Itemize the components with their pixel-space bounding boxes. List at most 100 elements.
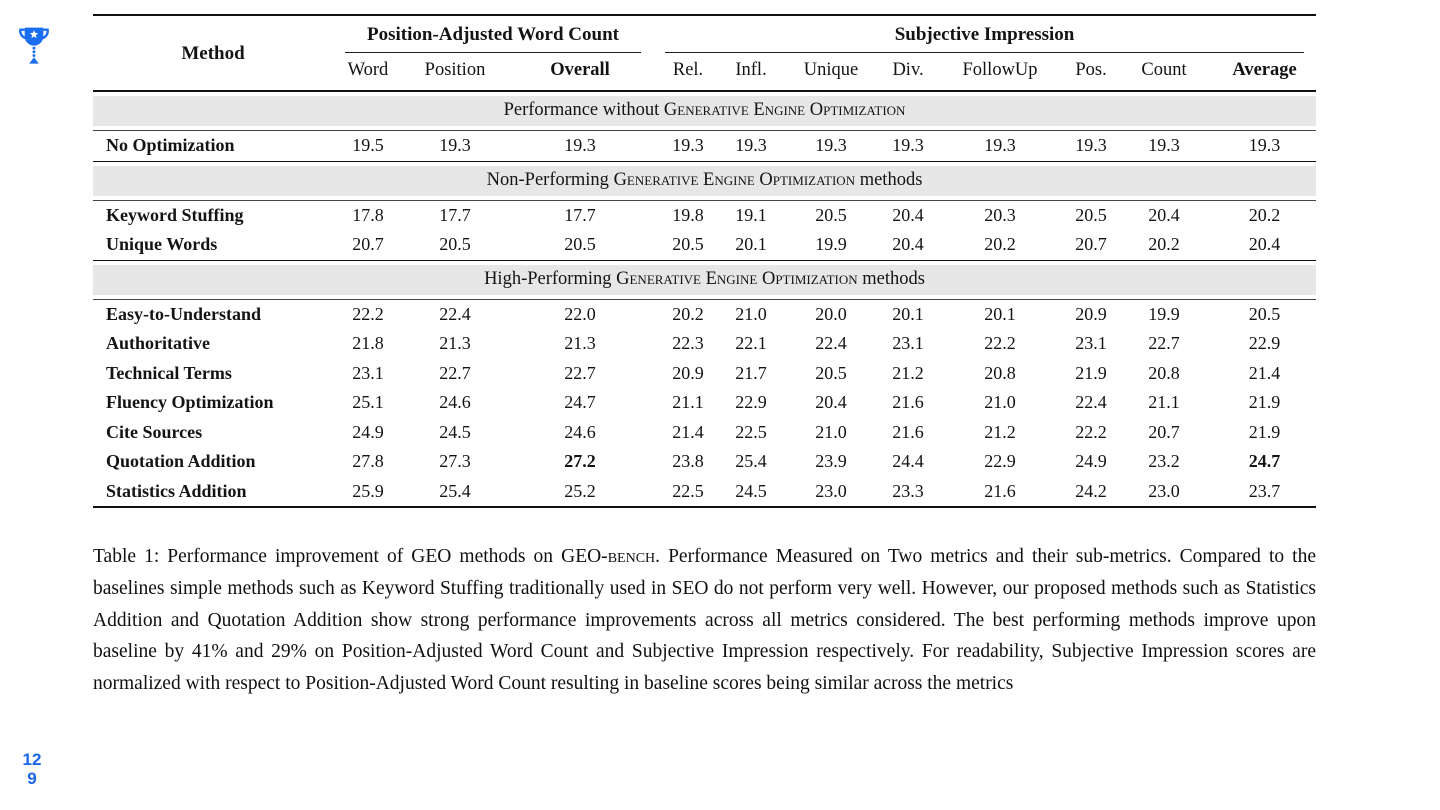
value-cell: 21.2: [984, 421, 1016, 442]
value-cell: 25.9: [352, 480, 384, 501]
method-cell: Authoritative: [106, 333, 210, 353]
group-header-0: Position-Adjusted Word Count: [333, 15, 653, 53]
value-cell: 20.7: [1148, 421, 1180, 442]
caption-smallcaps-bench: bench: [607, 546, 656, 567]
col-header-method: Method: [93, 15, 333, 92]
table-body: Performance without Generative Engine Op…: [93, 91, 1317, 508]
value-cell: 19.3: [1115, 130, 1214, 162]
value-cell: 25.4: [735, 451, 767, 471]
value-cell: 24.6: [564, 421, 596, 442]
value-cell: 22.7: [439, 362, 471, 383]
method-cell: Fluency Optimization: [106, 392, 274, 412]
value-cell: 23.7: [1248, 480, 1281, 501]
table-row: Technical Terms 23.1 22.7 22.7 20.9 21.7 20.5 2…: [93, 359, 1316, 389]
value-cell: 20.7: [1067, 230, 1116, 261]
value-cell: 25.2: [564, 480, 596, 501]
section-band-label: Non-Performing Generative Engine Optimiz…: [93, 165, 1317, 196]
method-cell: Unique Words: [93, 230, 333, 261]
value-cell: 21.2: [892, 362, 924, 383]
value-cell: 23.9: [815, 451, 847, 471]
value-cell: 27.3: [439, 451, 471, 471]
table-row: Authoritative 21.8 21.3 21.3 22.3 22.1 22.4 23.…: [93, 329, 1316, 359]
value-cell: 20.3: [984, 204, 1016, 225]
method-cell: Technical Terms: [106, 362, 232, 383]
value-cell: 20.4: [815, 392, 847, 412]
value-cell: 27.2: [564, 451, 596, 471]
table-row: No Optimization 19.5 19.3 19.3 19.3 19.3 19.3 1…: [93, 130, 1317, 162]
value-cell: 21.0: [984, 392, 1016, 412]
value-cell: 24.5: [439, 421, 471, 442]
value-cell: 22.1: [735, 333, 767, 353]
value-cell: 20.0: [815, 303, 847, 324]
value-cell: 23.0: [1148, 480, 1180, 501]
value-cell: 20.5: [815, 362, 847, 383]
value-cell: 24.7: [1248, 451, 1281, 471]
table-caption: Table 1: Performance improvement of GEO …: [93, 541, 1316, 700]
table-row: Statistics Addition 25.9 25.4 25.2 22.5 24.5 2…: [93, 477, 1316, 508]
table-row: Quotation Addition 27.8 27.3 27.2 23.8 25.4 23…: [93, 447, 1316, 477]
value-cell: 21.9: [1248, 421, 1281, 442]
band-text-prefix: Non-Performing: [486, 169, 614, 190]
value-cell: 19.3: [779, 130, 884, 162]
col-header-followup: FollowUp: [933, 53, 1068, 92]
value-cell: 24.2: [1075, 480, 1107, 501]
group-header-1: Subjective Impression: [653, 15, 1316, 53]
caption-text-prefix: Table 1: Performance improvement of GEO …: [93, 546, 608, 567]
value-cell: 19.9: [779, 230, 884, 261]
table-row: Unique Words 20.7 20.5 20.5 20.5 20.1 19.9 20.4…: [93, 230, 1317, 261]
value-cell: 21.1: [672, 392, 704, 412]
value-cell: 19.5: [333, 130, 403, 162]
value-cell: 21.6: [984, 480, 1016, 501]
value-cell: 23.1: [1075, 333, 1107, 353]
table-row: Keyword Stuffing 17.8 17.7 17.7 19.8 19.1 20.5…: [93, 200, 1316, 230]
value-cell: 23.8: [672, 451, 704, 471]
value-cell: 24.6: [439, 392, 471, 412]
value-cell: 20.4: [883, 230, 934, 261]
value-cell: 22.2: [352, 303, 384, 324]
value-cell: 20.1: [723, 230, 780, 261]
value-cell: 22.5: [672, 480, 704, 501]
value-cell: 20.4: [1213, 230, 1317, 261]
value-cell: 22.7: [564, 362, 596, 383]
trophy-icon-svg: [19, 27, 49, 64]
method-cell: Cite Sources: [106, 421, 203, 442]
value-cell: 27.8: [352, 451, 384, 471]
value-cell: 23.0: [815, 480, 847, 501]
caption-text-rest: . Performance Measured on Two metrics an…: [93, 546, 1316, 695]
value-cell: 20.5: [403, 230, 507, 261]
section-band-cell: Non-Performing Generative Engine Optimiz…: [93, 161, 1317, 201]
header-group-row: Method Position-Adjusted Word Count Subjec…: [93, 15, 1316, 92]
value-cell: 21.8: [352, 333, 384, 353]
page-number: 12 9: [14, 750, 50, 788]
value-cell: 20.4: [1148, 204, 1180, 225]
value-cell: 19.3: [1067, 130, 1116, 162]
value-cell: 24.5: [735, 480, 767, 501]
value-cell: 19.3: [933, 130, 1068, 162]
value-cell: 19.3: [653, 130, 724, 162]
value-cell: 20.9: [1075, 303, 1107, 324]
value-cell: 22.2: [1075, 421, 1107, 442]
band-text-prefix: Performance without: [503, 100, 664, 120]
col-header-unique: Unique: [779, 53, 884, 92]
value-cell: 24.4: [892, 451, 924, 471]
value-cell: 20.5: [1248, 303, 1281, 324]
value-cell: 21.3: [439, 333, 471, 353]
value-cell: 22.3: [672, 333, 704, 353]
value-cell: 20.1: [892, 303, 924, 324]
value-cell: 20.5: [653, 230, 724, 261]
value-cell: 21.6: [892, 392, 924, 412]
value-cell: 21.0: [815, 421, 847, 442]
value-cell: 19.9: [1148, 303, 1180, 324]
value-cell: 20.9: [672, 362, 704, 383]
col-header-infl: Infl.: [723, 53, 780, 92]
value-cell: 22.7: [1148, 333, 1180, 353]
col-header-average: Average: [1213, 53, 1317, 92]
band-text-smallcaps: Generative Engine Optimization: [663, 100, 906, 120]
col-header-rel: Rel.: [653, 53, 724, 92]
value-cell: 19.3: [883, 130, 934, 162]
value-cell: 19.3: [507, 130, 654, 162]
table-row: Fluency Optimization 25.1 24.6 24.7 21.1 22.9…: [93, 388, 1316, 418]
table-row: Easy-to-Understand 22.2 22.4 22.0 20.2 21.0 20…: [93, 299, 1316, 329]
value-cell: 20.7: [333, 230, 403, 261]
section-band-cell: Performance without Generative Engine Op…: [93, 91, 1317, 131]
